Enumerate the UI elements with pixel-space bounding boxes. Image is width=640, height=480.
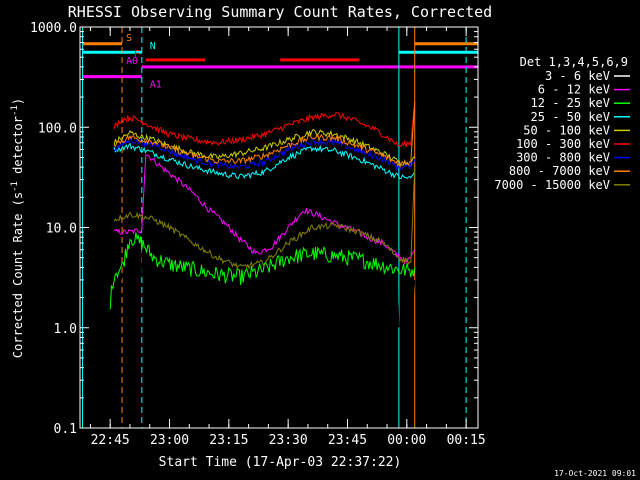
series-line-7 bbox=[113, 101, 416, 169]
state-bar-label-S: S bbox=[126, 33, 132, 44]
series-line-8 bbox=[113, 167, 416, 270]
vertical-markers bbox=[82, 27, 467, 428]
y-axis-ticks: 0.1 1.0 10.0 100.0 1000.0 bbox=[30, 21, 478, 437]
legend-entry-label-4: 50 - 100 keV bbox=[523, 123, 610, 137]
x-tick-label-1: 23:00 bbox=[150, 433, 189, 448]
y-tick-label-2: 10.0 bbox=[46, 222, 77, 237]
series-line-0 bbox=[113, 96, 416, 332]
legend-title: Det 1,3,4,5,6,9 bbox=[520, 55, 628, 69]
series-line-6 bbox=[113, 136, 416, 171]
series-lines bbox=[109, 96, 416, 332]
x-axis-label: Start Time (17-Apr-03 22:37:22) bbox=[159, 455, 402, 470]
x-tick-label-4: 23:45 bbox=[328, 433, 367, 448]
state-bar-label-F: F bbox=[134, 49, 140, 60]
legend-entry-label-1: 6 - 12 keV bbox=[538, 83, 610, 97]
series-line-2 bbox=[109, 232, 416, 310]
series-line-1 bbox=[113, 154, 416, 266]
legend-entry-label-2: 12 - 25 keV bbox=[531, 96, 610, 110]
x-tick-label-0: 22:45 bbox=[91, 433, 130, 448]
x-tick-label-3: 23:30 bbox=[269, 433, 308, 448]
x-axis-ticks: 22:45 23:00 23:15 23:30 23:45 00:00 00:15 bbox=[89, 27, 486, 448]
chart-title: RHESSI Observing Summary Count Rates, Co… bbox=[68, 3, 492, 21]
legend-entry-label-6: 300 - 800 keV bbox=[516, 151, 610, 165]
y-tick-label-1: 1.0 bbox=[54, 322, 77, 337]
state-bar-label-A0: A0 bbox=[126, 56, 138, 67]
legend-entry-label-7: 800 - 7000 keV bbox=[509, 164, 610, 178]
x-tick-label-6: 00:15 bbox=[447, 433, 486, 448]
y-tick-label-0: 0.1 bbox=[54, 422, 77, 437]
state-bar-label-A1: A1 bbox=[150, 80, 162, 91]
series-line-3 bbox=[113, 142, 416, 180]
series-line-5 bbox=[113, 101, 416, 148]
y-tick-label-3: 100.0 bbox=[38, 121, 77, 136]
legend-entry-label-8: 7000 - 15000 keV bbox=[494, 178, 610, 192]
y-axis-label: Corrected Count Rate (s-1 detector-1) bbox=[10, 98, 25, 358]
x-tick-label-5: 00:00 bbox=[387, 433, 426, 448]
y-tick-label-4: 1000.0 bbox=[30, 21, 77, 36]
legend-entry-label-5: 100 - 300 keV bbox=[516, 137, 610, 151]
state-bar-label-N: N bbox=[150, 41, 156, 52]
footer-timestamp: 17-Oct-2021 09:01 bbox=[554, 469, 636, 478]
plot-frame bbox=[79, 26, 479, 429]
x-tick-label-2: 23:15 bbox=[209, 433, 248, 448]
legend-entry-label-3: 25 - 50 keV bbox=[531, 110, 610, 124]
legend-entry-label-0: 3 - 6 keV bbox=[545, 69, 610, 83]
